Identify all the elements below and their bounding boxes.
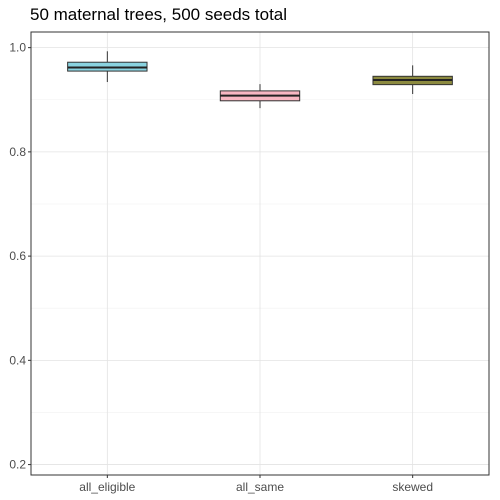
x-tick-label: skewed xyxy=(392,480,433,494)
y-tick-label: 0.8 xyxy=(9,145,26,159)
x-tick-label: all_same xyxy=(236,480,284,494)
y-tick-label: 0.2 xyxy=(9,458,26,472)
box-all_eligible xyxy=(67,51,148,83)
boxes xyxy=(67,51,453,109)
y-axis: 0.2 0.4 0.6 0.8 1.0 xyxy=(9,41,31,472)
box-all_same xyxy=(219,84,301,109)
y-tick-label: 0.6 xyxy=(9,249,26,263)
x-axis: all_eligible all_same skewed xyxy=(79,475,433,494)
x-tick-label: all_eligible xyxy=(79,480,135,494)
chart-title: 50 maternal trees, 500 seeds total xyxy=(30,5,288,24)
y-tick-label: 0.4 xyxy=(9,353,26,367)
major-gridlines xyxy=(31,32,489,475)
box-skewed xyxy=(372,65,453,95)
y-tick-label: 1.0 xyxy=(9,41,26,55)
